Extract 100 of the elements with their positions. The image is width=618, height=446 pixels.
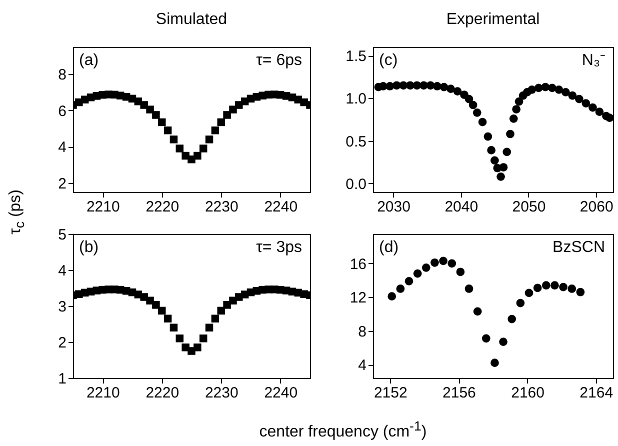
- point: [514, 97, 524, 106]
- annotation: BzSCN: [552, 239, 605, 256]
- point: [487, 146, 496, 154]
- point: [472, 108, 482, 117]
- point: [559, 282, 568, 292]
- point: [508, 314, 516, 324]
- annotation: (c): [379, 52, 398, 69]
- x-tick-label: 2230: [204, 198, 238, 216]
- chart-title: Simulated: [156, 11, 228, 28]
- point: [158, 118, 166, 126]
- point: [468, 100, 478, 110]
- x-tick-label: 2030: [377, 198, 410, 216]
- y-tick-label: 8: [358, 323, 366, 340]
- y-tick-label: 8: [58, 66, 66, 84]
- point: [464, 94, 474, 104]
- point: [464, 284, 474, 293]
- point: [496, 172, 505, 181]
- y-tick-label: 1.0: [346, 90, 366, 108]
- point: [509, 114, 518, 123]
- annotation: (a): [79, 52, 99, 69]
- x-tick-label: 2230: [204, 384, 238, 402]
- point: [561, 88, 570, 96]
- point: [396, 284, 405, 293]
- annotation: (b): [79, 239, 99, 256]
- y-tick-label: 3: [58, 298, 66, 316]
- point: [164, 126, 172, 134]
- x-tick-label: 2210: [86, 384, 120, 402]
- point: [478, 118, 487, 126]
- point: [194, 344, 202, 352]
- point: [502, 148, 512, 156]
- x-tick-label: 2220: [146, 384, 180, 402]
- point: [568, 284, 576, 293]
- point: [392, 81, 401, 90]
- annotation: τ= 6ps: [256, 52, 302, 69]
- point: [453, 87, 462, 96]
- y-tick-label: 1: [58, 370, 66, 388]
- point: [176, 334, 184, 342]
- x-tick-label: 2040: [444, 198, 478, 216]
- point: [413, 269, 422, 278]
- point: [211, 314, 220, 322]
- x-axis-title: center frequency (cm$^{-1}$): [259, 418, 427, 442]
- point: [164, 314, 172, 322]
- annotation: τ= 3ps: [256, 239, 302, 256]
- point: [554, 85, 564, 94]
- y-tick-label: 0.0: [346, 176, 366, 193]
- chart-title: Experimental: [446, 11, 540, 28]
- point: [575, 94, 584, 104]
- x-tick-label: 2156: [442, 384, 476, 402]
- point: [548, 84, 556, 92]
- point: [484, 132, 492, 141]
- point: [170, 136, 178, 144]
- point: [146, 106, 154, 114]
- x-tick-label: 2050: [512, 198, 546, 216]
- y-tick-label: 2: [58, 334, 66, 352]
- point: [499, 338, 508, 346]
- point: [430, 258, 439, 267]
- y-tick-label: 0.5: [346, 133, 366, 150]
- annotation: N₃⁻: [582, 52, 605, 69]
- point: [217, 118, 225, 126]
- x-tick-label: 2220: [146, 198, 180, 216]
- point: [439, 256, 448, 266]
- point: [576, 288, 585, 296]
- point: [482, 334, 490, 343]
- point: [490, 156, 499, 165]
- point: [516, 298, 525, 308]
- point: [528, 85, 536, 94]
- point: [388, 292, 396, 300]
- point: [422, 264, 430, 272]
- annotation: (d): [379, 239, 399, 256]
- point: [533, 284, 542, 292]
- point: [433, 82, 442, 90]
- point: [490, 358, 499, 368]
- point: [176, 144, 184, 152]
- point: [446, 84, 455, 93]
- y-tick-label: 12: [350, 290, 366, 307]
- point: [406, 81, 414, 90]
- point: [542, 281, 550, 290]
- point: [448, 259, 456, 268]
- point: [473, 307, 482, 316]
- point: [582, 99, 590, 108]
- y-tick-label: 4: [58, 139, 66, 156]
- x-tick-label: 2164: [580, 384, 614, 402]
- y-tick-label: 1.5: [346, 48, 366, 66]
- y-tick-label: 2: [58, 175, 66, 192]
- point: [152, 111, 160, 119]
- point: [211, 126, 220, 134]
- y-tick-label: 5: [58, 226, 66, 244]
- x-tick-label: 2152: [374, 384, 408, 402]
- x-tick-label: 2240: [264, 384, 298, 402]
- point: [170, 324, 178, 332]
- point: [456, 268, 465, 276]
- point: [205, 324, 214, 332]
- x-tick-label: 2060: [580, 198, 614, 216]
- y-tick-label: 16: [350, 256, 366, 273]
- x-tick-label: 2210: [86, 198, 120, 216]
- point: [568, 91, 577, 100]
- y-tick-label: 4: [58, 262, 66, 280]
- point: [194, 152, 202, 160]
- point: [512, 105, 521, 114]
- point: [152, 301, 160, 309]
